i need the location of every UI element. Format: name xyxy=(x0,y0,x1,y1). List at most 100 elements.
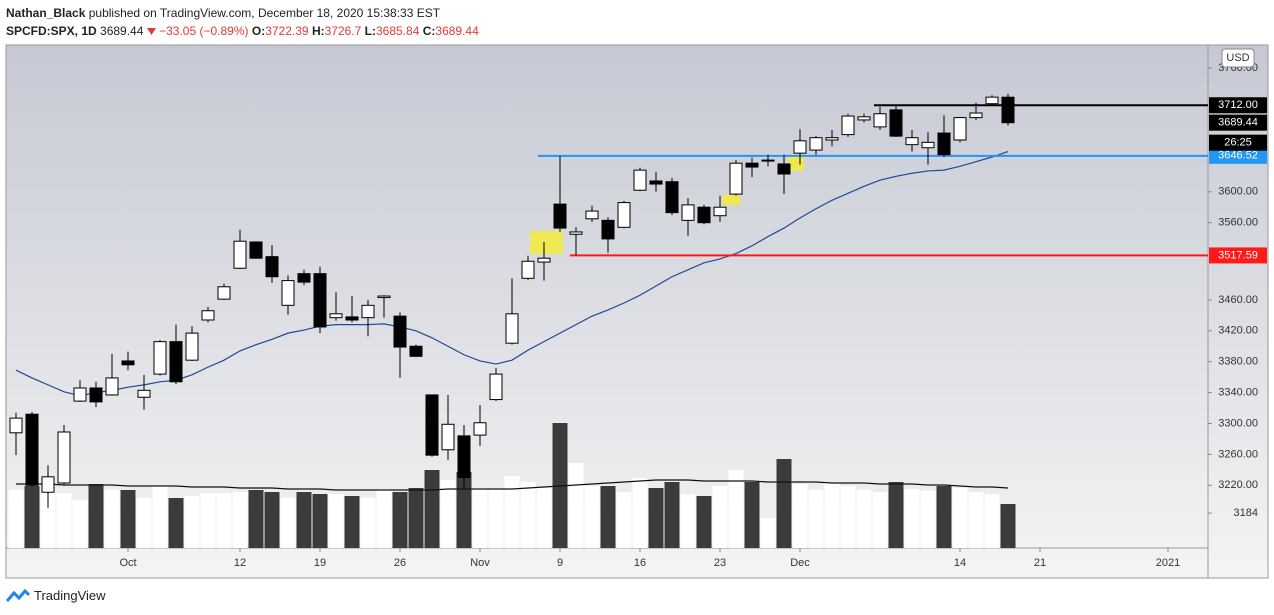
volume-bar xyxy=(392,492,408,548)
volume-bar xyxy=(584,486,600,548)
x-tick-label: Oct xyxy=(119,557,136,569)
candle-body xyxy=(521,260,535,279)
volume-bar xyxy=(936,486,952,548)
volume-bar xyxy=(344,496,360,548)
volume-bar xyxy=(984,494,1000,548)
candle-body xyxy=(921,141,935,149)
volume-bar xyxy=(328,494,344,548)
volume-bar xyxy=(632,478,648,548)
volume-bar xyxy=(408,488,424,548)
x-tick-label: 2021 xyxy=(1156,557,1180,569)
x-tick-label: 14 xyxy=(954,557,966,569)
candle-body xyxy=(329,313,343,319)
footer: TradingView xyxy=(6,588,106,603)
candle-body xyxy=(361,304,375,319)
candle-body xyxy=(633,169,647,191)
volume-bar xyxy=(168,498,184,548)
volume-bar xyxy=(488,489,504,548)
candle-body xyxy=(649,180,663,185)
candle-body xyxy=(889,109,903,137)
candle-body xyxy=(873,113,887,128)
volume-bar xyxy=(296,492,312,548)
price-label: 3712.00 xyxy=(1218,99,1258,111)
volume-bar xyxy=(440,480,456,548)
x-tick-label: 19 xyxy=(314,557,326,569)
volume-bar xyxy=(216,493,232,548)
candle-body xyxy=(905,137,919,146)
candle-body xyxy=(25,413,39,486)
down-arrow xyxy=(146,28,156,35)
volume-bar xyxy=(40,492,56,548)
ohlc-label: O: xyxy=(251,24,266,38)
volume-bar xyxy=(280,498,296,548)
candle-body xyxy=(393,315,407,348)
volume-bar xyxy=(232,492,248,548)
price-label-bg xyxy=(1209,147,1267,164)
volume-bar xyxy=(680,494,696,548)
volume-bar xyxy=(184,496,200,548)
ohlc-label: H: xyxy=(311,24,325,38)
candle-body xyxy=(73,387,87,402)
volume-bar xyxy=(616,492,632,548)
volume-bar xyxy=(120,490,136,548)
x-tick-label: 9 xyxy=(557,557,563,569)
x-tick-label: 23 xyxy=(714,557,726,569)
volume-bar xyxy=(952,488,968,548)
volume-bar xyxy=(824,483,840,548)
candle-body xyxy=(233,240,247,269)
volume-bar xyxy=(200,493,216,548)
volume-bar xyxy=(504,476,520,548)
x-tick-label: Nov xyxy=(470,557,490,569)
volume-bar xyxy=(888,482,904,548)
x-tick-label: 26 xyxy=(394,557,406,569)
volume-bar xyxy=(152,486,168,548)
candle-body xyxy=(697,206,711,224)
volume-bar xyxy=(696,496,712,548)
candle-body xyxy=(681,204,695,221)
candle-body xyxy=(345,316,359,321)
candle-body xyxy=(809,137,823,151)
candle-body xyxy=(89,387,103,403)
change: −33.05 (−0.89%) xyxy=(159,24,249,38)
candle-body xyxy=(537,257,551,263)
logo xyxy=(6,588,30,602)
candle-body xyxy=(857,116,871,121)
price-axis: 3184 3220.00 3260.00 3300.00 3340.00 3380.00 3… xyxy=(119,62,1267,569)
price-label-bg xyxy=(1209,247,1267,264)
candle-body xyxy=(761,159,775,162)
candle-body xyxy=(745,162,759,168)
candle-body xyxy=(137,389,151,398)
candle-body xyxy=(169,341,183,383)
y-tick-label: 3420.00 xyxy=(1218,325,1258,337)
volume-bar xyxy=(136,498,152,548)
candle-body xyxy=(777,163,791,175)
brand: TradingView xyxy=(34,588,106,603)
volume-bar xyxy=(840,486,856,548)
volume-bar xyxy=(72,500,88,548)
volume-pane xyxy=(8,423,1016,548)
header-line: SPCFD:SPX, 1D 3689.44 −33.05 (−0.89%) O:… xyxy=(6,22,479,40)
y-tick-label: 3560.00 xyxy=(1218,217,1258,229)
candle-body xyxy=(841,115,855,136)
volume-bar xyxy=(872,492,888,548)
candle-body xyxy=(377,295,391,299)
volume-bar xyxy=(904,489,920,548)
volume-bar xyxy=(808,490,824,548)
candle-body xyxy=(505,313,519,344)
open: 3722.39 xyxy=(265,24,309,38)
volume-bar xyxy=(728,470,744,548)
candle-body xyxy=(1001,96,1015,124)
volume-bar xyxy=(8,490,24,548)
candle-body xyxy=(985,96,999,105)
price-label: 3517.59 xyxy=(1218,249,1258,261)
volume-bar xyxy=(472,488,488,548)
candle-body xyxy=(265,256,279,278)
candle-body xyxy=(553,203,567,229)
volume-bar xyxy=(648,488,664,548)
candle-body xyxy=(9,417,23,434)
price-pane xyxy=(9,93,1208,508)
candle-body xyxy=(489,373,503,401)
volume-bar xyxy=(776,459,792,548)
